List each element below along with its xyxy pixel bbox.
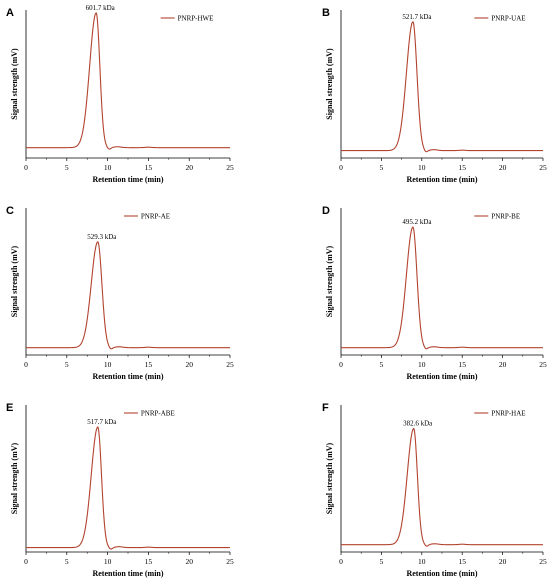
series-line-b (341, 21, 543, 153)
x-tick-label: 5 (65, 360, 69, 369)
x-tick-label: 0 (339, 557, 343, 566)
y-axis-title: Signal strength (mV) (10, 48, 19, 120)
legend-label-e: PNRP-ABE (141, 410, 175, 418)
x-axis-title: Retention time (min) (92, 569, 163, 578)
x-tick-label: 20 (185, 557, 193, 566)
x-axis-title: Retention time (min) (406, 372, 477, 381)
series-line-c (26, 241, 230, 350)
x-tick-label: 15 (458, 557, 466, 566)
x-axis-title: Retention time (min) (92, 372, 163, 381)
x-tick-label: 20 (185, 163, 193, 172)
x-tick-label: 10 (418, 557, 426, 566)
y-axis-title: Signal strength (mV) (325, 245, 334, 317)
x-axis-title: Retention time (min) (406, 569, 477, 578)
y-axis-title: Signal strength (mV) (10, 442, 19, 514)
panel-letter-e: E (6, 402, 13, 414)
panel-c: C 0 5 10 15 20 25 Retention time (min) Signal st… (6, 205, 234, 381)
series-line-d (341, 226, 543, 350)
panel-letter-f: F (322, 402, 329, 414)
x-tick-label: 20 (185, 360, 193, 369)
y-axis-title: Signal strength (mV) (325, 48, 334, 120)
x-tick-label: 10 (104, 163, 112, 172)
x-tick-label: 5 (380, 163, 384, 172)
x-tick-label: 15 (458, 360, 466, 369)
panel-letter-b: B (322, 7, 330, 19)
legend-label-f: PNRP-HAE (491, 410, 525, 418)
x-tick-label: 20 (499, 360, 507, 369)
panel-letter-c: C (6, 205, 14, 217)
x-tick-label: 25 (226, 360, 234, 369)
panel-d: D 0 5 10 15 20 25 Retention time (min) Signal st… (322, 205, 547, 381)
y-axis-title: Signal strength (mV) (325, 442, 334, 514)
series-line-a (26, 12, 230, 150)
panel-e: E 0 5 10 15 20 25 Retention time (min) Signal st… (6, 402, 234, 578)
x-tick-label: 25 (539, 557, 547, 566)
panel-letter-d: D (322, 205, 330, 217)
x-tick-label: 5 (380, 557, 384, 566)
x-tick-label: 25 (539, 163, 547, 172)
panel-b: B 0 5 10 15 20 25 Retention time (min) Signal st… (322, 7, 547, 184)
panel-f: F 0 5 10 15 20 25 Retention time (min) Signal st… (322, 402, 547, 578)
x-tick-label: 10 (104, 557, 112, 566)
x-tick-label: 25 (226, 163, 234, 172)
x-tick-label: 0 (24, 163, 28, 172)
x-tick-label: 10 (418, 360, 426, 369)
peak-label-e: 517.7 kDa (87, 418, 117, 426)
peak-label-f: 382.6 kDa (403, 420, 433, 428)
legend-label-b: PNRP-UAE (491, 15, 525, 23)
x-tick-label: 5 (65, 557, 69, 566)
legend-label-a: PNRP-HWE (178, 15, 214, 23)
x-tick-label: 10 (418, 163, 426, 172)
peak-label-b: 521.7 kDa (402, 13, 432, 21)
x-axis-title: Retention time (min) (92, 175, 163, 184)
x-tick-label: 15 (145, 360, 153, 369)
x-tick-label: 15 (458, 163, 466, 172)
peak-label-a: 601.7 kDa (86, 4, 116, 12)
x-tick-label: 15 (145, 557, 153, 566)
x-tick-label: 5 (380, 360, 384, 369)
x-tick-label: 5 (65, 163, 69, 172)
x-tick-label: 20 (499, 163, 507, 172)
x-tick-label: 20 (499, 557, 507, 566)
legend-label-d: PNRP-BE (491, 213, 520, 221)
x-tick-label: 0 (24, 557, 28, 566)
legend-label-c: PNRP-AE (141, 213, 170, 221)
series-line-e (26, 426, 230, 550)
x-tick-label: 0 (24, 360, 28, 369)
x-tick-label: 10 (104, 360, 112, 369)
series-line-f (341, 427, 543, 547)
panel-letter-a: A (6, 7, 14, 19)
x-tick-label: 15 (145, 163, 153, 172)
y-axis-title: Signal strength (mV) (10, 245, 19, 317)
x-tick-label: 25 (539, 360, 547, 369)
peak-label-d: 495.2 kDa (402, 218, 432, 226)
peak-label-c: 529.3 kDa (87, 233, 117, 241)
x-axis-title: Retention time (min) (406, 175, 477, 184)
x-tick-label: 0 (339, 360, 343, 369)
x-tick-label: 0 (339, 163, 343, 172)
x-tick-label: 25 (226, 557, 234, 566)
panel-a: A 0 5 10 15 20 25 Retention time (min) Signal st… (6, 4, 234, 184)
